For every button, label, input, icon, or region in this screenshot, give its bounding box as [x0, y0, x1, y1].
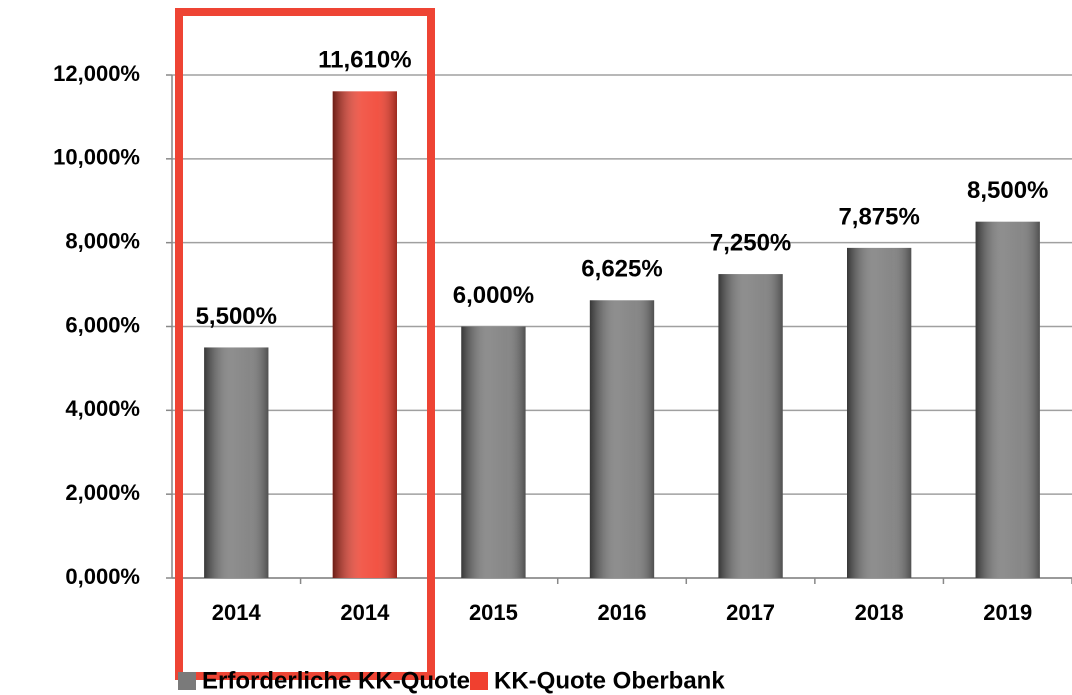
- y-tick-label: 10,000%: [53, 145, 140, 170]
- legend-label: Erforderliche KK-Quote: [202, 667, 470, 694]
- x-tick-label: 2018: [855, 600, 904, 625]
- bar-shade: [332, 91, 397, 578]
- bar-shade: [589, 300, 655, 578]
- bar-shade: [461, 326, 526, 578]
- value-label: 5,500%: [196, 303, 277, 330]
- value-label: 8,500%: [967, 177, 1048, 204]
- value-label: 6,625%: [581, 256, 662, 283]
- y-tick-label: 2,000%: [65, 480, 140, 505]
- legend-label: KK-Quote Oberbank: [494, 667, 725, 694]
- value-label: 7,875%: [838, 203, 919, 230]
- bar-shade: [847, 247, 912, 578]
- x-tick-label: 2014: [212, 600, 262, 625]
- legend-swatch: [470, 672, 488, 690]
- y-tick-label: 0,000%: [65, 564, 140, 589]
- x-tick-label: 2014: [340, 600, 390, 625]
- x-tick-label: 2015: [469, 600, 518, 625]
- bar-shade: [204, 347, 269, 578]
- value-label: 7,250%: [710, 229, 791, 256]
- x-tick-label: 2016: [598, 600, 647, 625]
- y-tick-label: 4,000%: [65, 396, 140, 421]
- bar-shade: [718, 274, 783, 578]
- value-label: 11,610%: [318, 47, 411, 74]
- y-tick-label: 6,000%: [65, 312, 140, 337]
- x-tick-label: 2017: [726, 600, 775, 625]
- value-label: 6,000%: [453, 282, 534, 309]
- legend-swatch: [178, 672, 196, 690]
- bar-shade: [975, 221, 1040, 579]
- y-tick-label: 8,000%: [65, 228, 140, 253]
- x-tick-label: 2019: [983, 600, 1032, 625]
- highlight-frame: [175, 8, 435, 680]
- y-tick-label: 12,000%: [53, 61, 140, 86]
